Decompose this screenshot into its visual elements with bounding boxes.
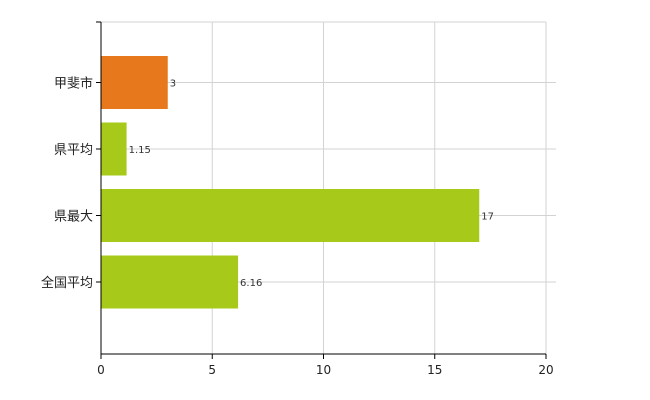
bar-value-label: 17: [481, 212, 494, 223]
bar: [101, 255, 239, 309]
bars: [101, 56, 480, 309]
x-tick-label: 10: [316, 363, 331, 377]
category-label: 全国平均: [41, 275, 93, 291]
category-label: 県最大: [54, 210, 93, 225]
bar-value-label: 3: [170, 79, 176, 90]
bar-value-label: 1.15: [129, 145, 151, 156]
bar-value-label: 6.16: [240, 278, 262, 289]
x-tick-label: 20: [538, 363, 553, 377]
category-label: 甲斐市: [54, 76, 93, 92]
category-label: 県平均: [54, 143, 93, 158]
gridlines: [101, 21, 556, 354]
bar: [101, 56, 168, 109]
bar: [101, 189, 480, 242]
x-tick-label: 0: [97, 363, 105, 377]
x-tick-label: 15: [427, 363, 442, 377]
bar: [101, 122, 127, 176]
axes: [96, 21, 547, 359]
x-tick-label: 5: [208, 363, 216, 377]
